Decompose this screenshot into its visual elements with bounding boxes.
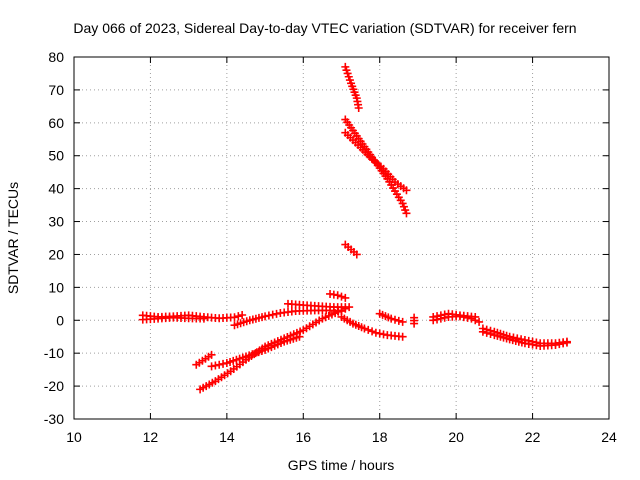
series-arc-d	[207, 332, 304, 371]
series-arc-o	[341, 128, 411, 195]
x-axis-title: GPS time / hours	[288, 457, 395, 473]
series-arc-g	[326, 289, 350, 302]
series-arc-h	[337, 312, 407, 341]
series-arc-p	[341, 240, 361, 259]
data-point	[433, 312, 442, 321]
x-tick-label: 24	[601, 429, 617, 445]
grid-lines	[74, 57, 609, 419]
y-tick-label: 30	[48, 214, 64, 230]
y-tick-label: 60	[48, 115, 64, 131]
data-point	[368, 327, 377, 336]
y-axis-title: SDTVAR / TECUs	[5, 182, 21, 294]
y-tick-label: -10	[44, 345, 64, 361]
data-point	[207, 350, 216, 359]
data-point	[219, 359, 228, 368]
data-point	[261, 312, 270, 321]
data-point	[398, 332, 407, 341]
y-tick-label: 50	[48, 148, 64, 164]
data-point	[295, 332, 304, 341]
data-point	[272, 309, 281, 318]
data-point	[478, 327, 487, 336]
data-point	[364, 325, 373, 334]
series-arc-l2	[478, 327, 571, 350]
data-point	[391, 315, 399, 324]
data-point	[436, 311, 445, 320]
data-point	[333, 291, 342, 300]
series-arc-j	[410, 313, 419, 328]
data-point	[354, 104, 363, 113]
data-point	[402, 209, 411, 218]
data-point	[352, 250, 361, 259]
data-point	[387, 314, 396, 323]
y-tick-label: 40	[48, 181, 64, 197]
series-arc-a2	[138, 313, 208, 324]
plot-frame	[73, 56, 610, 420]
data-point	[471, 312, 480, 321]
data-point	[429, 312, 438, 321]
y-tick-label: 20	[48, 246, 64, 262]
y-tick-label: 10	[48, 279, 64, 295]
data-point	[360, 324, 369, 333]
data-point	[341, 293, 350, 302]
data-point	[230, 313, 239, 322]
series-arc-c	[192, 350, 216, 369]
x-tick-label: 18	[372, 429, 388, 445]
data-point	[199, 314, 208, 323]
y-tick-labels: -30 -20 -10 0 10 20 30 40 50 60 70 80	[44, 49, 64, 427]
data-point	[337, 292, 346, 301]
chart-title: Day 066 of 2023, Sidereal Day-to-day VTE…	[73, 20, 576, 36]
series-arc-m	[341, 62, 363, 113]
x-tick-label: 10	[66, 429, 82, 445]
data-point	[215, 360, 224, 369]
series-arc-f	[284, 299, 350, 312]
data-point	[394, 316, 403, 325]
x-tick-label: 22	[525, 429, 541, 445]
x-tick-label: 12	[143, 429, 159, 445]
x-tick-labels: 10 12 14 16 18 20 22 24	[66, 429, 617, 445]
y-tick-label: 0	[56, 312, 64, 328]
data-point	[475, 317, 484, 326]
data-point	[562, 338, 571, 347]
data-point	[440, 310, 449, 319]
data-point	[410, 319, 419, 328]
data-point	[234, 312, 243, 321]
data-point	[482, 328, 491, 337]
y-tick-label: -30	[44, 411, 64, 427]
series-arc-k2	[429, 309, 480, 321]
data-point	[264, 311, 273, 320]
x-tick-label: 14	[219, 429, 235, 445]
x-tick-label: 16	[295, 429, 311, 445]
data-point	[402, 186, 411, 195]
data-point	[341, 303, 350, 312]
x-tick-label: 20	[448, 429, 464, 445]
data-point	[238, 311, 247, 320]
data-point	[211, 361, 220, 370]
data-point	[486, 329, 495, 338]
series-arc-n	[341, 115, 411, 218]
y-tick-label: 70	[48, 82, 64, 98]
data-marks	[138, 62, 571, 394]
data-point	[398, 317, 407, 326]
data-point	[268, 310, 277, 319]
y-tick-label: 80	[48, 49, 64, 65]
data-point	[207, 362, 216, 371]
series-arc-i	[375, 309, 407, 326]
y-tick-label: -20	[44, 378, 64, 394]
axis-ticks	[73, 56, 610, 420]
